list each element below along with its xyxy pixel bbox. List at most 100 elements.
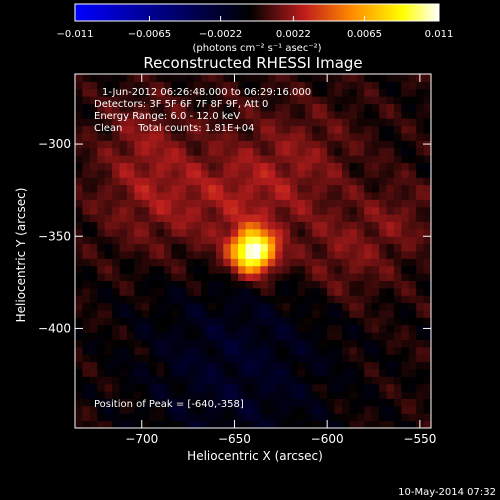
heatmap-cell	[253, 273, 261, 281]
heatmap-cell	[334, 310, 343, 318]
heatmap-cell	[201, 177, 209, 186]
heatmap-cell	[208, 125, 217, 134]
heatmap-cell	[201, 317, 209, 326]
heatmap-cell	[349, 243, 358, 252]
heatmap-cell	[230, 295, 239, 304]
heatmap-cell	[215, 221, 224, 230]
heatmap-cell	[245, 346, 254, 355]
heatmap-cell	[245, 398, 254, 407]
heatmap-cell	[327, 251, 336, 259]
heatmap-cell	[334, 118, 343, 127]
heatmap-cell	[112, 184, 120, 193]
heatmap-cell	[75, 287, 83, 296]
heatmap-cell	[89, 184, 98, 193]
heatmap-cell	[334, 405, 343, 414]
heatmap-cell	[297, 192, 306, 200]
heatmap-cell	[201, 74, 209, 82]
heatmap-cell	[119, 96, 128, 104]
heatmap-cell	[416, 339, 425, 348]
heatmap-cell	[371, 391, 380, 399]
heatmap-cell	[223, 74, 232, 82]
heatmap-cell	[164, 228, 172, 237]
heatmap-cell	[401, 405, 410, 414]
heatmap-cell	[423, 354, 431, 363]
heatmap-cell	[186, 192, 195, 200]
heatmap-cell	[112, 140, 120, 149]
heatmap-cell	[334, 236, 343, 245]
heatmap-cell	[89, 221, 98, 230]
heatmap-cell	[208, 339, 217, 348]
heatmap-cell	[134, 339, 143, 348]
colorbar-tick-label: −0.011	[56, 29, 93, 40]
heatmap-cell	[253, 251, 261, 259]
heatmap-cell	[193, 317, 202, 326]
heatmap-cell	[371, 413, 380, 422]
heatmap-cell	[149, 81, 158, 90]
heatmap-cell	[171, 169, 180, 178]
heatmap-cell	[312, 265, 321, 274]
heatmap-cell	[349, 74, 358, 82]
heatmap-cell	[141, 81, 150, 90]
heatmap-cell	[230, 391, 239, 399]
heatmap-cell	[312, 206, 321, 215]
heatmap-cell	[171, 332, 180, 340]
heatmap-cell	[164, 295, 172, 304]
heatmap-cell	[275, 273, 284, 281]
heatmap-cell	[186, 398, 195, 407]
heatmap-cell	[178, 110, 187, 119]
heatmap-cell	[364, 258, 373, 267]
heatmap-cell	[260, 118, 269, 127]
heatmap-cell	[223, 155, 232, 163]
heatmap-cell	[230, 236, 239, 245]
heatmap-cell	[97, 317, 106, 326]
heatmap-cell	[327, 280, 336, 289]
heatmap-cell	[141, 88, 150, 97]
heatmap-cell	[208, 420, 217, 428]
heatmap-cell	[393, 354, 402, 363]
heatmap-cell	[342, 221, 350, 230]
heatmap-cell	[253, 192, 261, 200]
heatmap-cell	[156, 133, 165, 141]
heatmap-cell	[297, 265, 306, 274]
heatmap-cell	[82, 391, 91, 399]
heatmap-cell	[126, 420, 135, 428]
heatmap-cell	[112, 258, 120, 267]
heatmap-cell	[386, 258, 395, 267]
heatmap-cell	[223, 192, 232, 200]
heatmap-cell	[401, 413, 410, 422]
heatmap-cell	[290, 383, 298, 392]
heatmap-cell	[260, 110, 269, 119]
heatmap-cell	[349, 376, 358, 385]
heatmap-cell	[379, 324, 387, 333]
heatmap-cell	[297, 147, 306, 156]
heatmap-cell	[164, 391, 172, 399]
heatmap-cell	[97, 369, 106, 377]
heatmap-cell	[89, 192, 98, 200]
heatmap-cell	[327, 81, 336, 90]
heatmap-cell	[238, 192, 247, 200]
heatmap-cell	[238, 376, 247, 385]
heatmap-cell	[112, 346, 120, 355]
x-tick-label: −550	[403, 432, 436, 446]
heatmap-cell	[356, 103, 365, 112]
heatmap-cell	[223, 103, 232, 112]
heatmap-cell	[201, 169, 209, 178]
heatmap-cell	[401, 339, 410, 348]
heatmap-cell	[401, 147, 410, 156]
heatmap-cell	[215, 302, 224, 311]
heatmap-cell	[312, 376, 321, 385]
heatmap-cell	[230, 376, 239, 385]
heatmap-cell	[75, 169, 83, 178]
heatmap-cell	[215, 361, 224, 370]
heatmap-cell	[312, 361, 321, 370]
heatmap-cell	[238, 199, 247, 208]
heatmap-cell	[186, 391, 195, 399]
heatmap-cell	[356, 413, 365, 422]
heatmap-cell	[230, 177, 239, 186]
heatmap-cell	[245, 125, 254, 134]
heatmap-cell	[238, 103, 247, 112]
heatmap-cell	[312, 295, 321, 304]
heatmap-cell	[297, 405, 306, 414]
heatmap-cell	[386, 265, 395, 274]
heatmap-cell	[393, 140, 402, 149]
